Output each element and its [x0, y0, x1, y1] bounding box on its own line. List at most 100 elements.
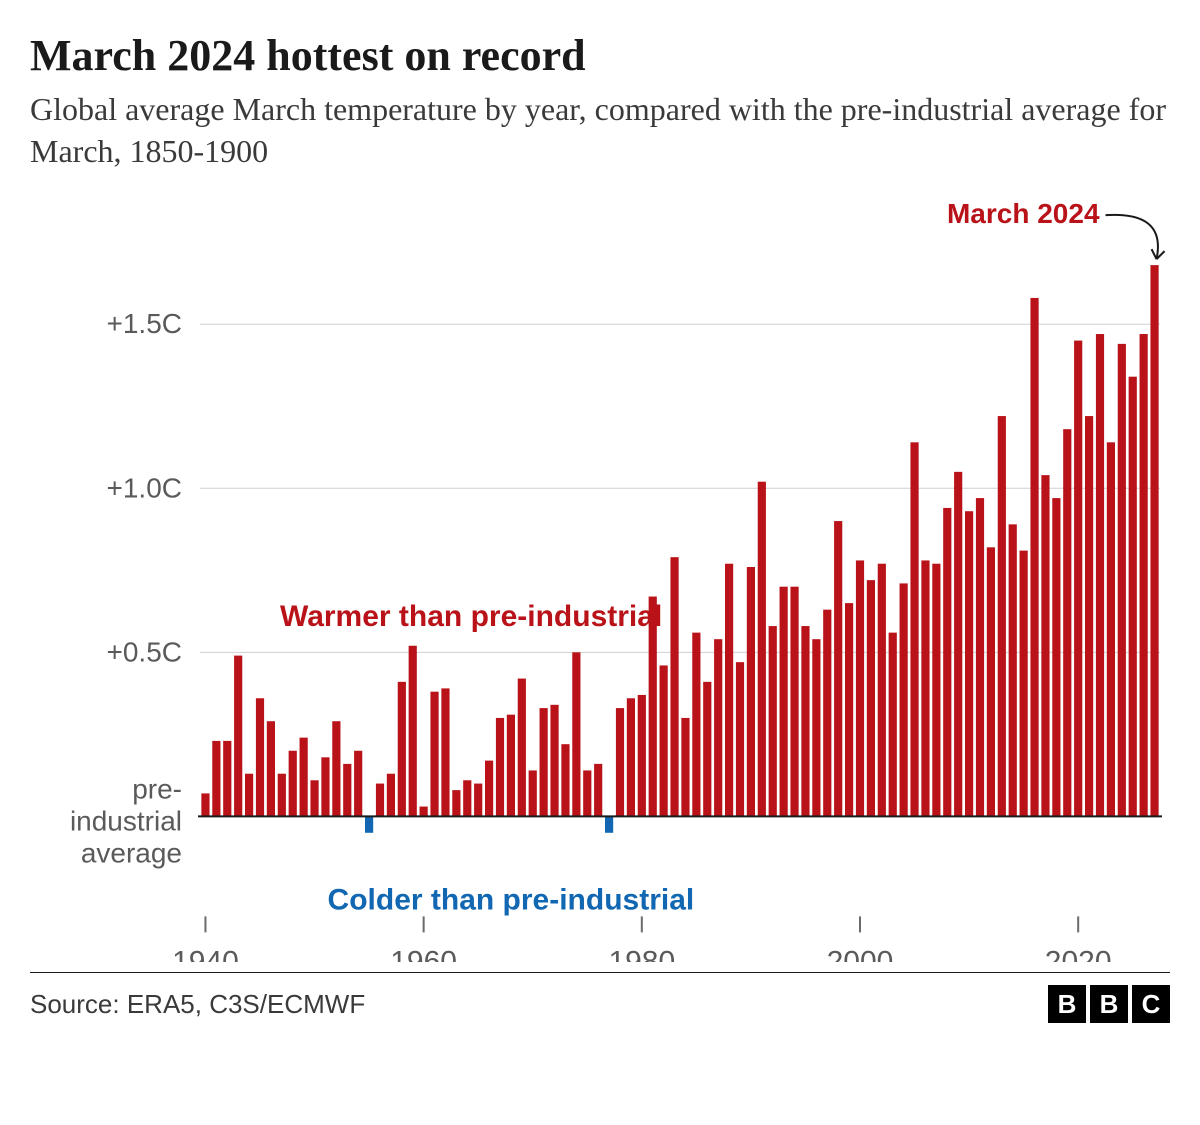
bar — [998, 416, 1006, 816]
bar — [332, 721, 340, 816]
bar — [507, 715, 515, 817]
bar — [1096, 334, 1104, 816]
svg-text:average: average — [81, 838, 182, 869]
bar — [561, 744, 569, 816]
bar — [660, 666, 668, 817]
svg-text:industrial: industrial — [70, 806, 182, 837]
source-label: Source: ERA5, C3S/ECMWF — [30, 989, 365, 1020]
bbc-logo-box: B — [1090, 985, 1128, 1023]
bar — [1118, 344, 1126, 817]
bar — [474, 784, 482, 817]
bar — [987, 548, 995, 817]
bar — [1085, 416, 1093, 816]
svg-text:1980: 1980 — [608, 946, 675, 963]
bar — [627, 698, 635, 816]
bar — [1020, 551, 1028, 817]
bar — [420, 807, 428, 817]
bar — [376, 784, 384, 817]
bar — [485, 761, 493, 817]
bar — [703, 682, 711, 817]
bar — [780, 587, 788, 817]
bar — [943, 508, 951, 816]
bar — [594, 764, 602, 817]
bar — [605, 817, 613, 833]
bar — [267, 721, 275, 816]
bar — [747, 567, 755, 816]
bar — [1063, 429, 1071, 816]
bar — [976, 498, 984, 816]
bar — [714, 639, 722, 816]
bar — [398, 682, 406, 817]
svg-text:March 2024: March 2024 — [947, 202, 1100, 229]
bar — [1041, 475, 1049, 816]
bar — [736, 662, 744, 816]
bar — [452, 790, 460, 816]
bar — [365, 817, 373, 833]
bar — [583, 771, 591, 817]
bar — [638, 695, 646, 816]
bar — [856, 561, 864, 817]
bar — [1009, 525, 1017, 817]
bar — [900, 584, 908, 817]
bar — [845, 603, 853, 816]
bar — [725, 564, 733, 817]
bar — [790, 587, 798, 817]
chart-title: March 2024 hottest on record — [30, 30, 1170, 81]
bbc-logo-box: B — [1048, 985, 1086, 1023]
bar — [616, 708, 624, 816]
bar — [463, 780, 471, 816]
bar — [343, 764, 351, 817]
bar — [823, 610, 831, 817]
bar — [387, 774, 395, 817]
bar — [441, 689, 449, 817]
chart-area: pre-industrialaverage+0.5C+1.0C+1.5C1940… — [30, 202, 1170, 962]
bar — [692, 633, 700, 817]
bar — [212, 741, 220, 816]
bar — [1052, 498, 1060, 816]
bar — [540, 708, 548, 816]
bar — [1107, 443, 1115, 817]
bar — [430, 692, 438, 817]
bar — [1129, 377, 1137, 817]
svg-text:1960: 1960 — [390, 946, 457, 963]
bar — [867, 580, 875, 816]
bar — [834, 521, 842, 816]
svg-text:+0.5C: +0.5C — [107, 637, 183, 668]
bar — [954, 472, 962, 817]
bar — [801, 626, 809, 816]
bar — [550, 705, 558, 817]
svg-text:Colder than pre-industrial: Colder than pre-industrial — [328, 884, 695, 917]
bar — [572, 653, 580, 817]
bar-chart-svg: pre-industrialaverage+0.5C+1.0C+1.5C1940… — [30, 202, 1170, 962]
bar — [278, 774, 286, 817]
bar — [354, 751, 362, 817]
bar — [321, 758, 329, 817]
bar — [889, 633, 897, 817]
bar — [256, 698, 264, 816]
bar — [878, 564, 886, 817]
bar — [409, 646, 417, 817]
svg-text:2000: 2000 — [827, 946, 894, 963]
bar — [300, 738, 308, 817]
bar — [1030, 298, 1038, 816]
bar — [812, 639, 820, 816]
chart-subtitle: Global average March temperature by year… — [30, 89, 1170, 172]
svg-text:pre-: pre- — [132, 774, 182, 805]
bar — [518, 679, 526, 817]
chart-container: March 2024 hottest on record Global aver… — [0, 0, 1200, 1038]
bar — [245, 774, 253, 817]
bar — [670, 557, 678, 816]
bar — [965, 511, 973, 816]
bar — [289, 751, 297, 817]
bar — [223, 741, 231, 816]
bar — [496, 718, 504, 816]
bar — [234, 656, 242, 817]
svg-text:Warmer than pre-industrial: Warmer than pre-industrial — [280, 600, 662, 633]
bar — [932, 564, 940, 817]
bar — [758, 482, 766, 817]
bar — [921, 561, 929, 817]
bar — [910, 443, 918, 817]
bar — [1074, 341, 1082, 817]
bbc-logo: B B C — [1048, 985, 1170, 1023]
bar — [769, 626, 777, 816]
